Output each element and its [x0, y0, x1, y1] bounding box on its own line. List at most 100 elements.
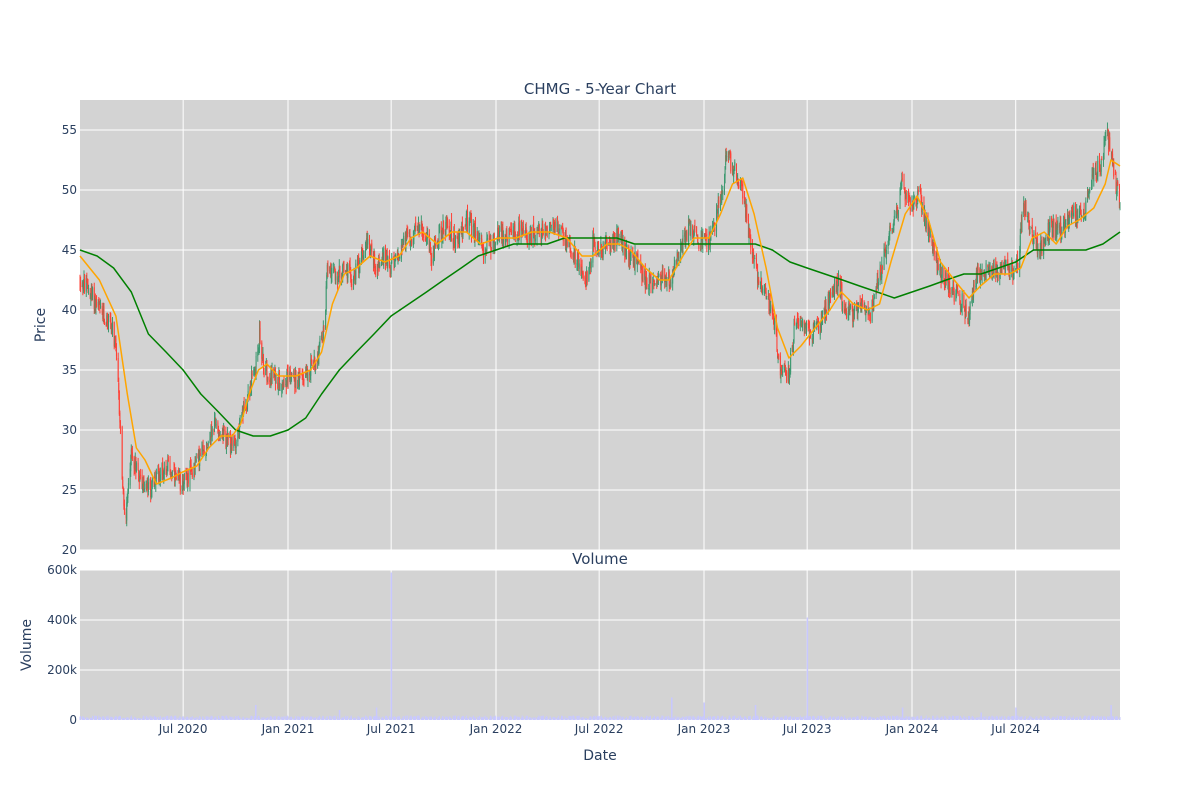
candle-down-body	[361, 247, 363, 249]
volume-bar	[436, 718, 438, 720]
volume-bar	[1098, 716, 1100, 720]
volume-bar	[529, 716, 531, 720]
candle-down-body	[641, 266, 643, 280]
candle-up-body	[143, 488, 145, 490]
candle-down-body	[909, 199, 911, 201]
volume-bar	[844, 715, 846, 720]
candle-up-body	[1055, 222, 1057, 240]
candle-up-body	[1027, 216, 1029, 217]
candle-up-body	[774, 321, 776, 330]
volume-bar	[170, 715, 172, 720]
volume-bar	[996, 717, 998, 720]
candle-down-body	[458, 233, 460, 245]
candle-down-body	[1043, 238, 1045, 245]
volume-bar	[111, 716, 113, 720]
candle-up-body	[969, 313, 971, 324]
volume-bar	[392, 717, 394, 720]
volume-bar	[1035, 717, 1037, 720]
volume-bar	[879, 716, 881, 720]
volume-bar	[231, 717, 233, 720]
volume-bar	[221, 715, 223, 720]
candle-down-body	[1069, 213, 1071, 217]
candle-up-body	[900, 187, 902, 190]
volume-bar	[724, 718, 726, 720]
volume-bar	[267, 717, 269, 720]
volume-bar	[832, 717, 834, 720]
volume-bar	[855, 717, 857, 720]
candle-up-body	[429, 244, 431, 251]
candle-down-body	[625, 249, 627, 254]
candle-up-body	[505, 237, 507, 243]
candle-down-body	[792, 344, 794, 350]
candle-up-body	[907, 191, 909, 202]
volume-bar	[812, 715, 814, 720]
volume-bar	[705, 718, 707, 720]
volume-bar	[735, 717, 737, 720]
candle-down-body	[1055, 220, 1057, 237]
candle-up-body	[366, 238, 368, 244]
candle-down-body	[735, 164, 737, 180]
volume-bar	[844, 718, 846, 720]
candle-down-body	[785, 371, 787, 375]
volume-bar	[1104, 716, 1106, 720]
volume-bar	[138, 718, 140, 720]
volume-bar	[253, 718, 255, 720]
candle-down-body	[349, 264, 351, 270]
moving-average-long-line	[79, 231, 1121, 437]
volume-bar	[122, 718, 124, 720]
candle-up-body	[181, 489, 183, 491]
volume-bar	[1027, 717, 1029, 720]
volume-bar	[713, 716, 715, 720]
volume-bar	[920, 715, 922, 720]
volume-bar	[127, 718, 129, 720]
volume-bar	[789, 716, 791, 720]
candle-up-body	[233, 440, 235, 448]
candle-down-body	[311, 361, 313, 363]
volume-bar	[1016, 715, 1018, 720]
candle-down-body	[553, 225, 555, 230]
volume-bar	[338, 718, 340, 720]
candle-up-body	[737, 179, 739, 181]
candle-up-body	[508, 228, 510, 243]
candle-up-body	[948, 283, 950, 293]
volume-bar	[1003, 716, 1005, 720]
volume-bar	[421, 717, 423, 720]
candle-up-body	[1020, 222, 1022, 234]
candle-up-body	[661, 271, 663, 279]
candle-up-body	[480, 238, 482, 240]
candle-up-body	[500, 226, 502, 232]
volume-bar	[778, 718, 780, 720]
candle-down-body	[940, 266, 942, 282]
candle-up-body	[306, 367, 308, 373]
volume-bar	[877, 717, 879, 720]
candle-down-body	[573, 257, 575, 259]
volume-bar	[406, 718, 408, 720]
candle-up-body	[476, 231, 478, 236]
volume-bar	[508, 717, 510, 720]
volume-spike-bar	[338, 710, 341, 720]
candle-down-body	[170, 473, 172, 476]
volume-bar	[1039, 718, 1041, 720]
candle-up-body	[318, 343, 320, 350]
candle-down-body	[374, 267, 376, 272]
volume-bar	[494, 717, 496, 720]
volume-bar	[1106, 716, 1108, 720]
candle-up-body	[1005, 261, 1007, 263]
volume-bar	[90, 718, 92, 720]
volume-bar	[570, 716, 572, 720]
volume-bar	[207, 717, 209, 720]
candle-up-body	[657, 275, 659, 279]
candle-up-body	[251, 372, 253, 390]
volume-bar	[876, 718, 878, 720]
volume-bar	[656, 716, 658, 720]
volume-bar	[500, 717, 502, 720]
volume-bar	[127, 717, 129, 720]
candle-up-body	[853, 306, 855, 316]
volume-bar	[1053, 716, 1055, 720]
candle-up-body	[1056, 225, 1058, 238]
volume-bar	[414, 716, 416, 720]
candle-up-body	[669, 284, 671, 286]
candle-down-body	[323, 328, 325, 330]
candle-up-body	[744, 202, 746, 204]
